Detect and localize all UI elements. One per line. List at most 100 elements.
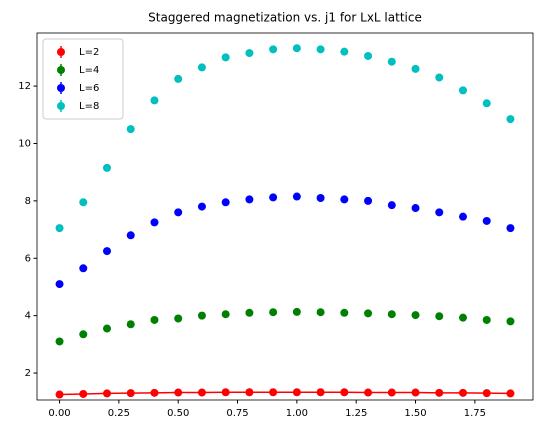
x-tick-label: 0.00 [48, 408, 70, 419]
point [411, 204, 420, 213]
legend-marker [57, 84, 65, 92]
point [387, 57, 396, 66]
point [150, 218, 159, 227]
y-tick-label: 12 [18, 81, 31, 92]
point [126, 320, 135, 329]
point [387, 201, 396, 210]
chart-title: Staggered magnetization vs. j1 for LxL l… [148, 11, 422, 25]
x-tick-label: 0.25 [108, 408, 130, 419]
point [269, 193, 278, 202]
point [55, 390, 64, 399]
y-tick-label: 4 [25, 311, 31, 322]
point [340, 195, 349, 204]
point [458, 212, 467, 221]
legend-label: L=8 [79, 101, 99, 112]
point [316, 45, 325, 54]
point [364, 388, 373, 397]
point [221, 53, 230, 62]
point [364, 309, 373, 318]
point [197, 388, 206, 397]
point [292, 192, 301, 201]
point [269, 308, 278, 317]
point [103, 324, 112, 333]
point [221, 388, 230, 397]
point [340, 47, 349, 56]
point [174, 74, 183, 83]
point [292, 388, 301, 397]
point [245, 308, 254, 317]
point [245, 49, 254, 58]
x-tick-label: 1.25 [345, 408, 367, 419]
point [55, 337, 64, 346]
point [458, 313, 467, 322]
point [364, 51, 373, 60]
point [197, 63, 206, 72]
point [79, 389, 88, 398]
legend-marker [57, 48, 65, 56]
point [506, 389, 515, 398]
point [316, 308, 325, 317]
point [435, 208, 444, 217]
point [150, 96, 159, 105]
point [55, 280, 64, 289]
point [103, 247, 112, 256]
legend-marker [57, 102, 65, 110]
point [482, 99, 491, 108]
point [458, 86, 467, 95]
point [482, 216, 491, 225]
point [482, 315, 491, 324]
point [411, 388, 420, 397]
point [411, 64, 420, 73]
plot-frame [36, 32, 534, 401]
legend-label: L=4 [79, 65, 99, 76]
point [174, 314, 183, 323]
point [506, 317, 515, 326]
point [292, 307, 301, 316]
point [482, 389, 491, 398]
point [197, 311, 206, 320]
point [245, 195, 254, 204]
point [221, 310, 230, 319]
point [150, 388, 159, 397]
point [506, 115, 515, 124]
point [435, 73, 444, 82]
point [197, 202, 206, 211]
point [269, 45, 278, 54]
point [221, 198, 230, 207]
point [103, 389, 112, 398]
point [506, 224, 515, 233]
point [126, 125, 135, 134]
point [79, 198, 88, 207]
x-tick-label: 1.00 [286, 408, 308, 419]
legend-label: L=2 [79, 47, 99, 58]
point [174, 208, 183, 217]
x-tick-label: 0.50 [167, 408, 189, 419]
y-tick-label: 6 [25, 253, 31, 264]
x-tick-label: 1.50 [404, 408, 426, 419]
y-tick-label: 8 [25, 196, 31, 207]
point [435, 388, 444, 397]
point [387, 310, 396, 319]
point [411, 311, 420, 320]
point [316, 193, 325, 202]
point [79, 330, 88, 339]
point [55, 224, 64, 233]
point [126, 389, 135, 398]
legend-marker [57, 66, 65, 74]
point [364, 196, 373, 205]
point [245, 388, 254, 397]
point [292, 44, 301, 53]
legend-box [42, 38, 124, 120]
legend-label: L=6 [79, 83, 99, 94]
point [316, 388, 325, 397]
point [269, 388, 278, 397]
point [435, 312, 444, 321]
x-tick-label: 0.75 [226, 408, 248, 419]
point [150, 315, 159, 324]
point [103, 163, 112, 172]
point [126, 231, 135, 240]
point [340, 388, 349, 397]
point [340, 308, 349, 317]
y-tick-label: 10 [18, 138, 31, 149]
